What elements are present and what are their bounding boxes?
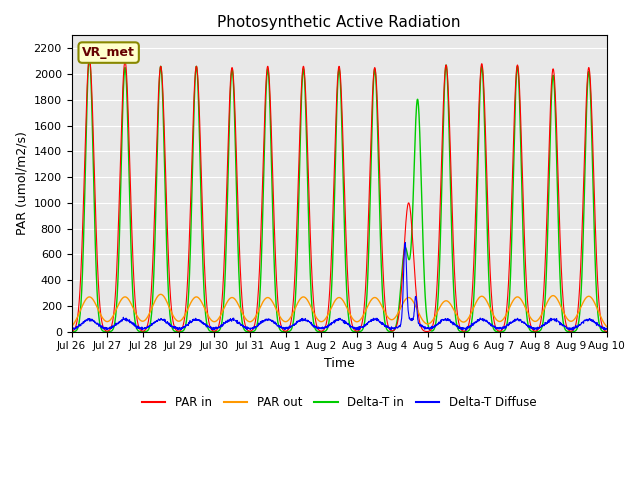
Delta-T Diffuse [556, 319, 563, 325]
Delta-T in [556, 261, 563, 267]
PAR in [556, 227, 564, 232]
PAR out [366, 299, 374, 304]
Delta-T Diffuse [355, 324, 362, 330]
PAR in [86, 56, 93, 61]
Line: PAR in: PAR in [72, 59, 607, 332]
PAR in [495, 328, 502, 334]
PAR in [355, 328, 362, 334]
Delta-T in [68, 329, 76, 335]
PAR out [68, 324, 76, 330]
PAR out [571, 316, 579, 322]
X-axis label: Time: Time [324, 357, 355, 370]
Line: PAR out: PAR out [72, 294, 607, 327]
PAR out [603, 324, 611, 329]
PAR out [556, 300, 563, 306]
Line: Delta-T Diffuse: Delta-T Diffuse [72, 242, 607, 330]
PAR in [217, 310, 225, 315]
Delta-T Diffuse [366, 318, 374, 324]
PAR out [157, 291, 164, 297]
PAR out [495, 318, 502, 324]
Text: VR_met: VR_met [82, 46, 135, 59]
Delta-T Diffuse [401, 240, 409, 245]
PAR in [423, 329, 431, 335]
Delta-T Diffuse [217, 323, 225, 329]
Line: Delta-T in: Delta-T in [72, 59, 607, 332]
Legend: PAR in, PAR out, Delta-T in, Delta-T Diffuse: PAR in, PAR out, Delta-T in, Delta-T Dif… [137, 391, 541, 413]
Delta-T Diffuse [68, 326, 76, 332]
PAR out [355, 318, 362, 324]
PAR in [571, 325, 579, 331]
PAR out [217, 312, 225, 317]
PAR in [603, 328, 611, 334]
Delta-T in [603, 329, 611, 335]
Delta-T in [217, 324, 225, 330]
PAR in [366, 159, 374, 165]
Delta-T Diffuse [603, 326, 611, 332]
Delta-T in [366, 195, 374, 201]
Delta-T in [571, 328, 579, 334]
Delta-T Diffuse [570, 327, 577, 333]
Delta-T Diffuse [571, 324, 579, 330]
Title: Photosynthetic Active Radiation: Photosynthetic Active Radiation [218, 15, 461, 30]
Delta-T in [495, 329, 502, 335]
Delta-T Diffuse [495, 325, 502, 331]
PAR in [68, 328, 76, 334]
Delta-T in [355, 329, 362, 335]
Y-axis label: PAR (umol/m2/s): PAR (umol/m2/s) [15, 132, 28, 236]
Delta-T in [86, 56, 93, 61]
